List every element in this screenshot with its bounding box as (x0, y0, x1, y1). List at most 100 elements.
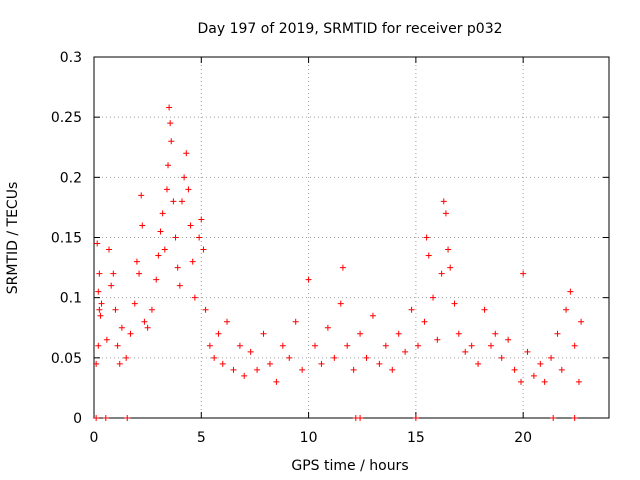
x-tick-label: 10 (300, 430, 318, 446)
data-point (537, 360, 544, 367)
data-point (133, 258, 140, 265)
data-point (357, 330, 364, 337)
data-point (178, 198, 185, 205)
data-point (174, 264, 181, 271)
data-point (451, 300, 458, 307)
data-point (236, 342, 243, 349)
data-point (462, 348, 469, 355)
data-point (487, 342, 494, 349)
data-point (524, 348, 531, 355)
data-point (230, 366, 237, 373)
data-point (247, 348, 254, 355)
data-point (408, 306, 415, 313)
data-point (292, 318, 299, 325)
data-point (114, 342, 121, 349)
data-point (153, 276, 160, 283)
data-point (206, 342, 213, 349)
data-point (498, 354, 505, 361)
data-point (344, 342, 351, 349)
data-point (511, 366, 518, 373)
data-point (165, 162, 172, 169)
data-point (166, 104, 173, 111)
data-point (438, 270, 445, 277)
data-point (189, 258, 196, 265)
data-point (102, 415, 109, 421)
data-point (518, 378, 525, 385)
data-point (168, 138, 175, 145)
data-point (442, 210, 449, 217)
x-tick-label: 20 (514, 430, 532, 446)
data-point (112, 306, 119, 313)
data-point (124, 415, 131, 421)
y-tick-label: 0.2 (60, 170, 82, 186)
data-point (475, 360, 482, 367)
y-axis-label: SRMTID / TECUs (5, 182, 21, 295)
data-point (191, 294, 198, 301)
data-point (389, 366, 396, 373)
data-point (155, 252, 162, 259)
data-point (200, 246, 207, 253)
tick-labels: 0 0.05 0.1 0.15 0.2 0.25 0.3 0 5 10 15 20 (51, 50, 532, 446)
y-tick-label: 0.05 (51, 351, 82, 367)
data-point (440, 198, 447, 205)
data-point (183, 150, 190, 157)
data-point (185, 186, 192, 193)
data-point (423, 234, 430, 241)
data-point (93, 415, 100, 421)
data-point (196, 234, 203, 241)
data-point (575, 378, 582, 385)
data-point (468, 342, 475, 349)
data-point (445, 246, 452, 253)
data-point (97, 312, 104, 319)
data-point (505, 336, 512, 343)
data-point (548, 354, 555, 361)
data-point (108, 282, 115, 289)
data-point (415, 342, 422, 349)
data-point (492, 330, 499, 337)
data-point (224, 318, 231, 325)
data-point (455, 330, 462, 337)
data-point (98, 300, 105, 307)
grid-lines (94, 57, 609, 418)
data-point (144, 324, 151, 331)
data-point (131, 300, 138, 307)
data-point (254, 366, 261, 373)
data-point (176, 282, 183, 289)
data-point (148, 306, 155, 313)
data-point (241, 372, 248, 379)
data-point (93, 360, 100, 367)
data-point (331, 354, 338, 361)
y-tick-label: 0.25 (51, 110, 82, 126)
data-point (337, 300, 344, 307)
plot-frame (93, 56, 610, 419)
data-point (357, 415, 364, 421)
data-point (96, 270, 103, 277)
data-point (136, 270, 143, 277)
chart-title: Day 197 of 2019, SRMTID for receiver p03… (197, 21, 502, 37)
data-point (139, 222, 146, 229)
y-tick-label: 0.3 (60, 50, 82, 66)
data-point (520, 270, 527, 277)
data-point (95, 342, 102, 349)
y-tick-label: 0 (73, 411, 82, 427)
data-point (339, 264, 346, 271)
data-point (159, 210, 166, 217)
data-point (286, 354, 293, 361)
data-point (571, 415, 578, 421)
data-point (116, 360, 123, 367)
data-point (260, 330, 267, 337)
x-axis-label: GPS time / hours (291, 458, 408, 474)
data-point (198, 216, 205, 223)
data-point (363, 354, 370, 361)
data-point (447, 264, 454, 271)
data-point (167, 120, 174, 127)
data-point (369, 312, 376, 319)
data-point (181, 174, 188, 181)
data-point (172, 234, 179, 241)
data-point (95, 288, 102, 295)
data-point (350, 366, 357, 373)
data-point (554, 330, 561, 337)
x-tick-label: 0 (90, 430, 99, 446)
data-point (157, 228, 164, 235)
data-point (434, 336, 441, 343)
